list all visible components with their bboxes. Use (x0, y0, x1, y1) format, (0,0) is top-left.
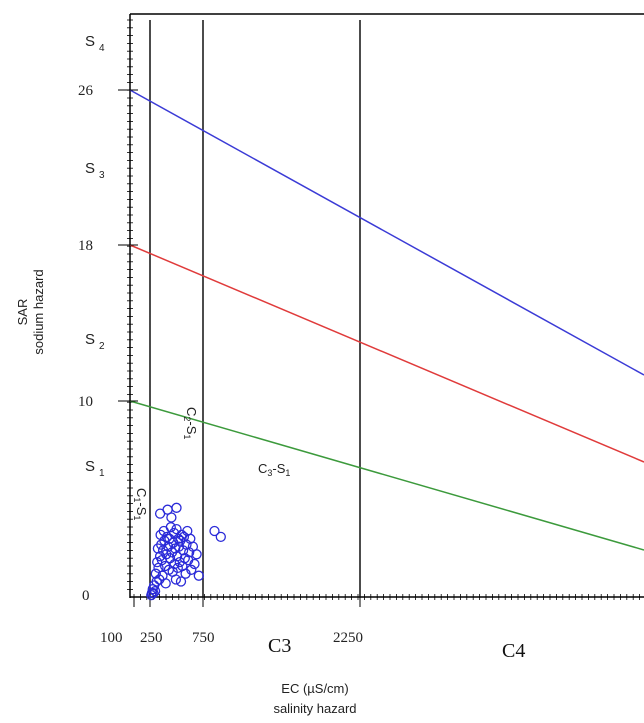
data-points (146, 502, 226, 601)
line-s1-s2 (129, 400, 644, 551)
x-tick-label-100: 100 (100, 630, 123, 646)
zone-label-c2-s1: C2-S1 (182, 407, 199, 439)
x-axis-subtitle: salinity hazard (273, 701, 356, 716)
data-point (148, 587, 159, 599)
data-point (170, 574, 182, 585)
data-point (191, 549, 202, 560)
data-point (189, 558, 200, 570)
zone-label-c1-s1: C1-S1 (132, 488, 149, 520)
data-point (193, 570, 204, 581)
data-point (166, 512, 177, 523)
line-s2-s3 (129, 244, 644, 463)
data-point (150, 568, 161, 579)
y-axis-subtitle: sodium hazard (31, 269, 46, 354)
x-tick-label-2250: 2250 (333, 630, 363, 646)
zone-label-c3-s1: C3-S1 (258, 461, 290, 478)
data-point (209, 525, 220, 537)
y-tick-label-0: 0 (82, 588, 90, 604)
x-axis-title: EC (µS/cm) (281, 681, 348, 696)
x-tick-label-250: 250 (140, 630, 163, 646)
data-point (171, 523, 182, 535)
data-point (160, 578, 171, 589)
data-point (152, 556, 163, 568)
data-point (165, 522, 176, 533)
minor-ticks (127, 19, 640, 607)
y-tick-label-10: 10 (78, 394, 93, 410)
data-point (171, 551, 183, 562)
salinity-class-c3: C3 (268, 635, 291, 657)
data-point (175, 576, 187, 587)
data-point (184, 547, 195, 558)
y-tick-label-18: 18 (78, 238, 93, 254)
data-point (172, 562, 183, 574)
line-s3-s4 (129, 89, 644, 376)
data-point (149, 586, 161, 597)
y-tick-label-26: 26 (78, 83, 94, 99)
data-point (215, 531, 226, 543)
data-point (154, 508, 166, 519)
data-point (159, 560, 171, 572)
data-point (171, 502, 182, 513)
y-axis-title: SAR (15, 299, 30, 326)
data-point (177, 545, 189, 556)
x-tick-label-750: 750 (192, 630, 215, 646)
data-point (186, 564, 197, 575)
salinity-class-c4: C4 (502, 640, 525, 662)
